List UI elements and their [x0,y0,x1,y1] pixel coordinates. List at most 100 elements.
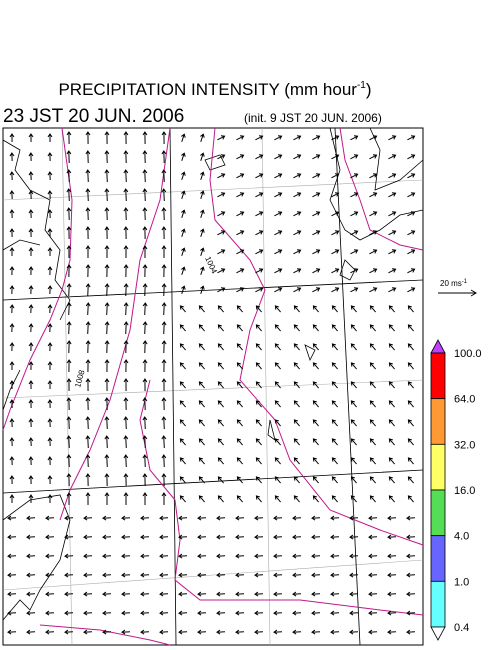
wind-arrow [217,305,224,313]
wind-arrow [350,362,357,370]
wind-arrow [47,247,53,257]
wind-arrow [123,264,129,278]
wind-arrow [123,302,129,316]
wind-arrow [123,473,129,487]
wind-arrow [64,534,74,540]
wind-arrow [142,397,148,411]
wind-arrow [83,572,93,578]
wind-arrow [407,324,414,332]
wind-arrow [330,572,340,578]
wind-arrow [369,438,376,446]
wind-arrow [9,456,15,466]
colorbar-segment [430,489,446,537]
wind-arrow [181,152,186,161]
wind-arrow [350,381,357,389]
wind-arrow [331,324,338,332]
wind-arrow [7,534,17,540]
wind-arrow [47,266,53,276]
wind-arrow [255,287,264,293]
wind-arrow [179,438,186,446]
wind-arrow [47,133,53,143]
wind-arrow [85,169,91,183]
wind-arrow [350,173,359,179]
wind-arrow [407,362,414,370]
colorbar-segment [430,443,446,491]
wind-arrow [330,610,340,616]
wind-arrow [388,135,397,141]
wind-arrow [104,473,110,487]
wind-arrow [312,173,321,179]
wind-arrow [26,572,36,578]
wind-arrow [216,572,226,578]
wind-arrow [83,629,93,635]
wind-arrow [178,572,188,578]
wind-arrow [349,534,359,540]
wind-arrow [274,476,281,484]
wind-arrow [217,438,224,446]
wind-arrow [236,400,243,408]
wind-arrow [292,629,302,635]
wind-arrow [388,192,397,198]
wind-arrow [104,169,110,183]
wind-arrow [104,226,110,240]
wind-arrow [311,553,321,559]
wind-arrow [292,515,302,521]
wind-arrow [312,343,319,351]
wind-arrow [159,534,169,540]
wind-arrow [311,572,321,578]
wind-arrow [123,435,129,449]
vector-legend-text: 20 ms [440,279,462,288]
wind-arrow [198,343,205,351]
wind-arrow [47,285,53,295]
wind-arrow [178,610,188,616]
wind-arrow [331,381,338,389]
wind-arrow [236,287,245,293]
colorbar-segment [430,352,446,400]
wind-arrow [236,438,243,446]
wind-arrow [255,400,262,408]
wind-arrow [255,495,262,503]
wind-arrow [331,438,338,446]
wind-arrow [178,515,188,521]
wind-arrow [64,553,74,559]
wind-arrow [28,304,34,314]
wind-arrow [26,553,36,559]
wind-arrow [85,435,91,449]
title: PRECIPITATION INTENSITY (mm hour-1) [58,80,371,99]
wind-arrow [66,302,72,316]
wind-arrow [331,495,338,503]
wind-arrow [142,283,148,297]
wind-arrow [179,476,186,484]
wind-arrow [142,416,148,430]
wind-arrow [104,321,110,335]
wind-arrow [217,419,224,427]
wind-arrow [83,591,93,597]
wind-arrow [47,304,53,314]
wind-arrow [236,268,245,274]
wind-arrow [181,247,186,256]
wind-arrow [350,249,359,255]
wind-arrow [66,283,72,297]
wind-arrow [142,150,148,164]
wind-arrow [274,495,281,503]
wind-arrow [181,266,186,275]
colorbar-label: 100.0 [454,348,482,360]
wind-arrow [197,534,207,540]
wind-arrow [179,400,186,408]
wind-arrow [331,135,340,141]
wind-arrow [161,245,167,259]
wind-arrow [197,572,207,578]
wind-arrow [255,457,262,465]
wind-arrow [140,515,150,521]
wind-arrow [331,419,338,427]
vector-legend-label: 20 ms-1 [440,279,468,288]
map-frame [2,127,424,646]
wind-arrow [85,226,91,240]
wind-arrow [47,380,53,390]
wind-arrow [388,305,395,313]
wind-arrow [28,475,34,485]
wind-arrow [178,553,188,559]
wind-arrow [83,515,93,521]
wind-arrow [312,495,319,503]
wind-arrow [388,381,395,389]
